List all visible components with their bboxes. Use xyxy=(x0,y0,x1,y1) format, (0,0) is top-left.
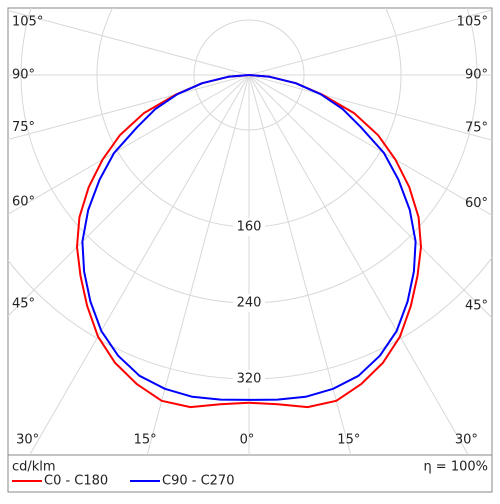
angle-tick-label: 90° xyxy=(465,68,488,83)
angle-tick-label: 45° xyxy=(465,299,488,314)
angle-grid-line xyxy=(248,74,469,455)
angle-tick-label: 45° xyxy=(12,297,35,312)
angle-grid-line xyxy=(8,74,250,141)
angle-tick-label: 105° xyxy=(457,15,488,30)
unit-label: cd/klm xyxy=(12,460,56,475)
r-tick-label: 240 xyxy=(237,296,262,311)
angle-tick-label: 30° xyxy=(16,433,39,448)
r-label-bg xyxy=(233,370,265,388)
angle-grid-line xyxy=(8,74,250,215)
angle-grid-line xyxy=(248,74,492,319)
angle-grid-line xyxy=(248,74,352,455)
r-label-bg xyxy=(233,294,265,312)
angle-tick-label: 15° xyxy=(337,433,360,448)
angle-grid-line xyxy=(8,74,250,317)
angle-grid-line xyxy=(248,74,492,141)
efficiency-label: η = 100% xyxy=(423,460,488,475)
angle-tick-label: 90° xyxy=(12,68,35,83)
angle-tick-label: 75° xyxy=(12,120,35,135)
angle-tick-label: 15° xyxy=(134,433,157,448)
angle-grid-line xyxy=(8,9,250,76)
angle-grid-line xyxy=(146,74,250,455)
angle-tick-label: 60° xyxy=(465,196,488,211)
r-tick-label: 160 xyxy=(237,220,262,235)
angle-tick-label: 60° xyxy=(12,195,35,210)
legend-label: C0 - C180 xyxy=(44,474,108,489)
angle-tick-label: 105° xyxy=(12,15,43,30)
curves xyxy=(76,74,422,409)
intensity-curve xyxy=(248,74,417,401)
r-tick-label: 320 xyxy=(237,372,262,387)
legend-label: C90 - C270 xyxy=(162,474,234,489)
frame xyxy=(7,7,493,493)
angle-grid-line xyxy=(29,74,250,455)
angle-tick-label: 75° xyxy=(465,121,488,136)
angle-tick-label: 0° xyxy=(240,433,255,448)
intensity-curve xyxy=(81,74,250,401)
r-label-bg xyxy=(233,218,265,236)
grid-circle xyxy=(8,256,492,380)
angle-grid-line xyxy=(248,74,492,216)
angle-grid-line xyxy=(248,9,492,76)
angle-tick-label: 30° xyxy=(455,433,478,448)
